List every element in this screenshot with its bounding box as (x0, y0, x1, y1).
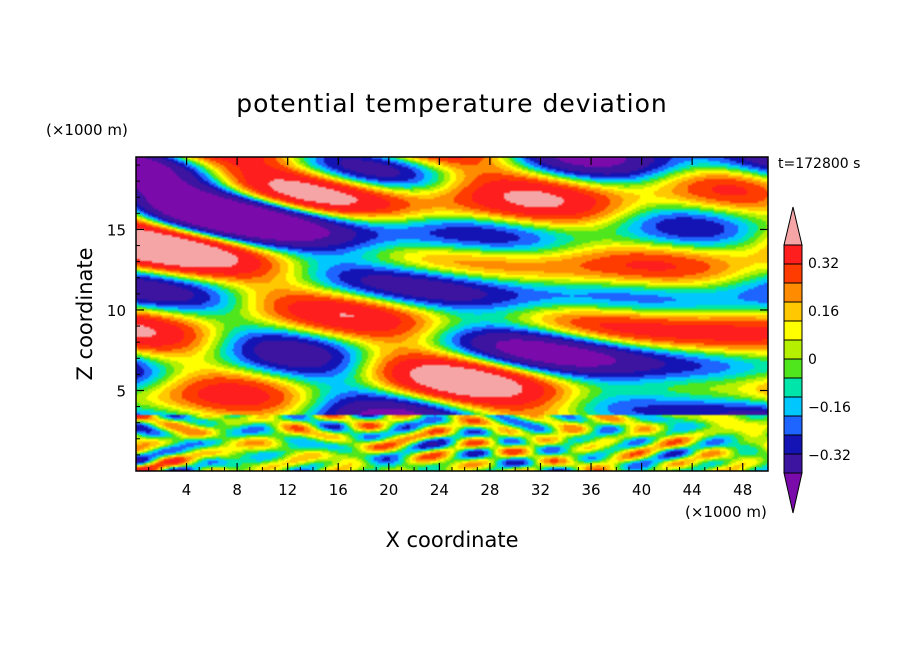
colorbar-tick-label: 0 (808, 352, 817, 368)
colorbar-box (783, 377, 803, 398)
y-unit-label: (×1000 m) (46, 121, 128, 139)
colorbar-box (783, 453, 803, 474)
x-tick-label: 28 (480, 481, 499, 499)
plot-area (136, 157, 768, 471)
colorbar-box (783, 434, 803, 455)
colorbar-tick-label: −0.32 (808, 448, 851, 464)
colorbar-box (783, 282, 803, 303)
colorbar-box (783, 339, 803, 360)
x-tick-label: 32 (531, 481, 550, 499)
y-axis-label: Z coordinate (73, 247, 97, 380)
colorbar-tick-label: −0.16 (808, 400, 851, 416)
x-unit-label: (×1000 m) (685, 503, 767, 521)
x-tick-label: 20 (379, 481, 398, 499)
colorbar-box (783, 244, 803, 265)
colorbar-box (783, 263, 803, 284)
chart-title: potential temperature deviation (236, 89, 667, 118)
colorbar-extend-max (783, 206, 803, 246)
x-tick-label: 12 (278, 481, 297, 499)
x-tick-label: 40 (632, 481, 651, 499)
colorbar-box (783, 415, 803, 436)
x-tick-label: 44 (683, 481, 702, 499)
x-axis: 4 8 12 16 20 24 28 32 36 40 44 48 (148, 157, 756, 499)
x-tick-label: 48 (733, 481, 752, 499)
x-tick-label: 36 (581, 481, 600, 499)
x-tick-label: 8 (232, 481, 242, 499)
colorbar-box (783, 301, 803, 322)
x-tick-label: 4 (182, 481, 192, 499)
colorbar-box (783, 320, 803, 341)
colorbar-box (783, 358, 803, 379)
time-label: t=172800 s (778, 156, 860, 172)
colorbar: 0.32 0.16 0 −0.16 −0.32 (783, 206, 851, 514)
colorbar-extend-min (783, 472, 803, 514)
x-tick-label: 24 (430, 481, 449, 499)
heatmap-field (136, 157, 768, 471)
colorbar-tick-label: 0.16 (808, 304, 839, 320)
y-tick-label: 10 (107, 302, 126, 320)
x-axis-label: X coordinate (385, 528, 518, 552)
y-axis: 5 10 15 (107, 164, 768, 456)
colorbar-box (783, 396, 803, 417)
y-tick-label: 5 (116, 382, 126, 400)
colorbar-tick-label: 0.32 (808, 256, 839, 272)
x-tick-label: 16 (329, 481, 348, 499)
y-tick-label: 15 (107, 221, 126, 239)
